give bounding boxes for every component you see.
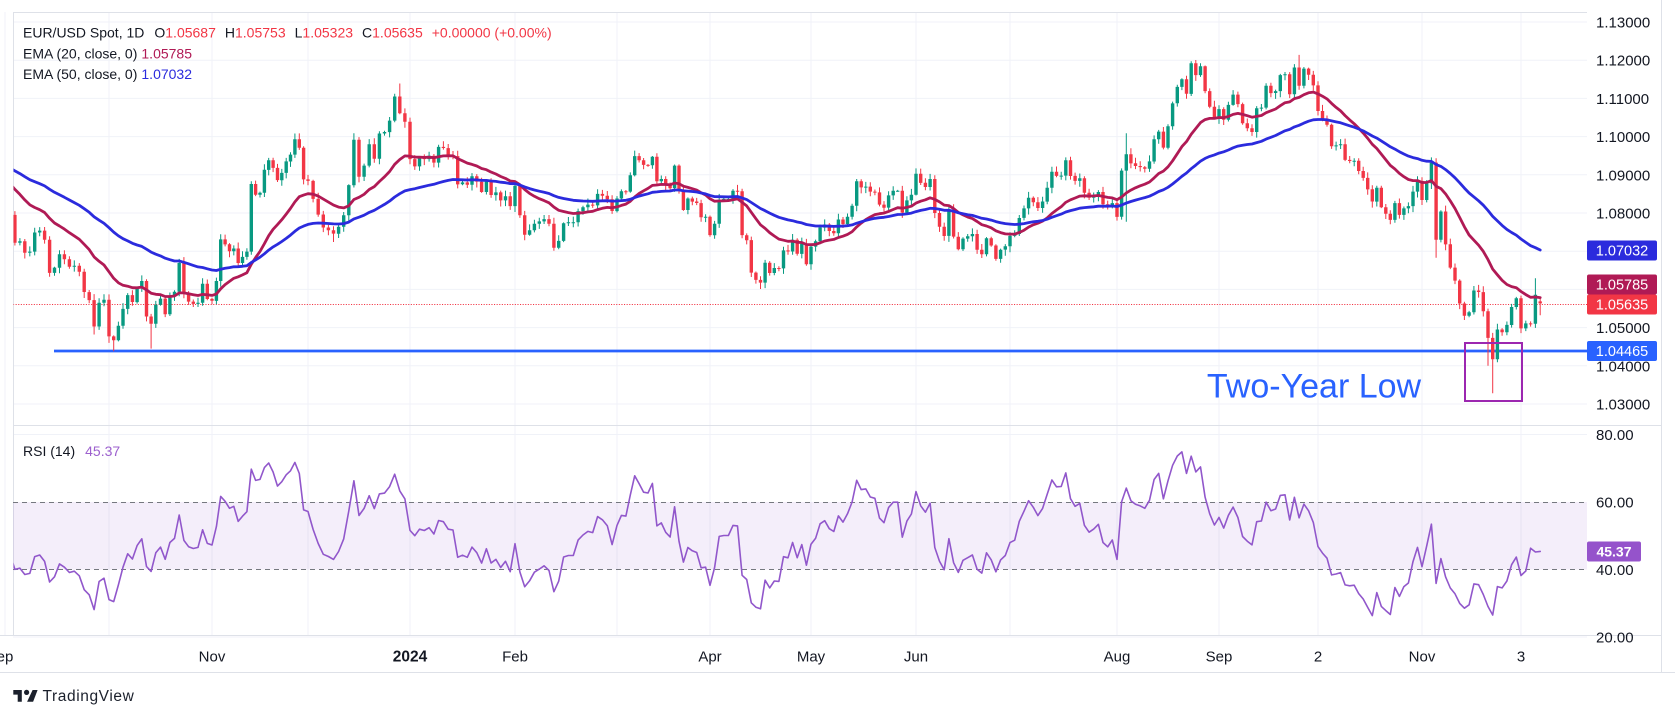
svg-text:Aug: Aug — [1104, 649, 1131, 666]
svg-text:Nov: Nov — [199, 649, 226, 666]
svg-text:1.08000: 1.08000 — [1596, 206, 1650, 223]
svg-text:May: May — [797, 649, 826, 666]
svg-text:RSI (14)45.37: RSI (14) 45.37 — [23, 443, 120, 459]
svg-text:TradingView: TradingView — [43, 688, 135, 705]
svg-text:1.05785: 1.05785 — [1596, 278, 1648, 294]
svg-text:1.09000: 1.09000 — [1596, 167, 1650, 184]
svg-text:Two-Year Low: Two-Year Low — [1207, 368, 1422, 406]
svg-text:20.00: 20.00 — [1596, 630, 1634, 647]
svg-text:Nov: Nov — [1409, 649, 1436, 666]
svg-text:1.03000: 1.03000 — [1596, 397, 1650, 414]
svg-text:1.04465: 1.04465 — [1596, 344, 1648, 360]
svg-text:2024: 2024 — [393, 649, 428, 666]
svg-text:1.04000: 1.04000 — [1596, 358, 1650, 375]
svg-text:1.05000: 1.05000 — [1596, 320, 1650, 337]
svg-text:1.13000: 1.13000 — [1596, 15, 1650, 32]
svg-text:1.12000: 1.12000 — [1596, 53, 1650, 70]
svg-text:80.00: 80.00 — [1596, 427, 1634, 444]
svg-text:45.37: 45.37 — [1596, 544, 1631, 560]
svg-text:ep: ep — [0, 649, 13, 666]
svg-text:EMA (50, close, 0)1.07032: EMA (50, close, 0) 1.07032 — [23, 66, 192, 82]
svg-text:Sep: Sep — [1206, 649, 1233, 666]
svg-text:60.00: 60.00 — [1596, 495, 1634, 512]
svg-text:EMA (20, close, 0)1.05785: EMA (20, close, 0) 1.05785 — [23, 46, 192, 62]
svg-text:1.10000: 1.10000 — [1596, 129, 1650, 146]
svg-text:1.07032: 1.07032 — [1596, 244, 1648, 260]
svg-text:Feb: Feb — [502, 649, 528, 666]
svg-text:2: 2 — [1314, 649, 1322, 666]
svg-text:3: 3 — [1517, 649, 1525, 666]
svg-text:Apr: Apr — [698, 649, 721, 666]
svg-text:1.05635: 1.05635 — [1596, 298, 1648, 314]
svg-text:40.00: 40.00 — [1596, 562, 1634, 579]
svg-text:1.11000: 1.11000 — [1596, 91, 1649, 108]
svg-text:Jun: Jun — [904, 649, 928, 666]
